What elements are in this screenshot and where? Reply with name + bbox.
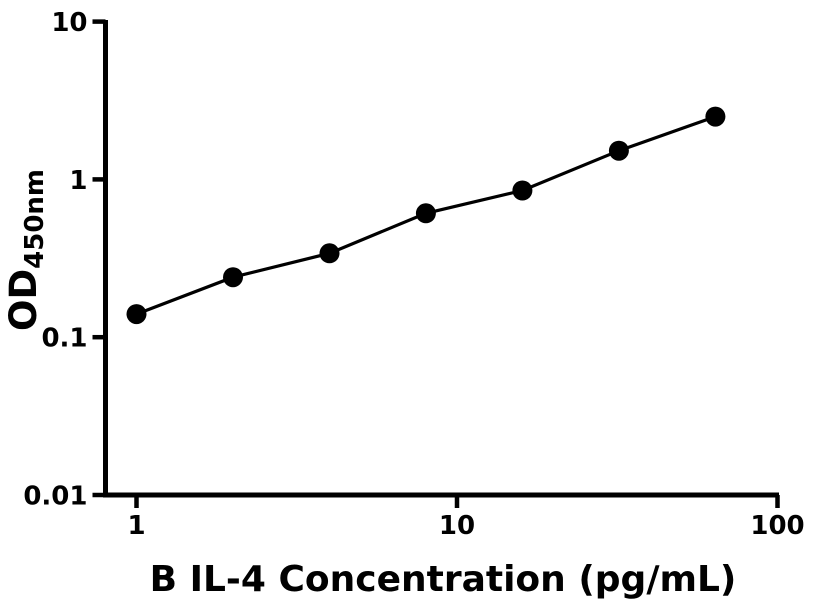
y-tick-label: 0.01 — [23, 482, 87, 512]
y-axis-title-subscript: 450nm — [20, 169, 50, 269]
data-point — [415, 203, 436, 224]
data-point — [126, 304, 147, 325]
x-tick-label: 10 — [439, 511, 475, 541]
axis-spine — [103, 20, 779, 498]
data-point — [223, 267, 243, 288]
ticks-group: 1 10 100 10 1 0.1 0.01 — [23, 8, 804, 541]
data-point — [608, 140, 629, 161]
y-tick-label: 10 — [51, 8, 87, 38]
y-axis-title: OD450nm — [2, 169, 50, 331]
series-group — [126, 106, 726, 325]
data-point — [705, 106, 726, 127]
data-point — [512, 180, 533, 201]
y-tick-label: 0.1 — [41, 324, 87, 354]
y-axis-title-main: OD — [2, 269, 45, 331]
data-point — [319, 243, 340, 264]
axes-group — [103, 20, 779, 498]
x-tick-label: 100 — [750, 511, 804, 541]
x-tick-label: 1 — [127, 511, 145, 541]
x-axis-title: B IL-4 Concentration (pg/mL) — [150, 559, 737, 600]
y-tick-label: 1 — [69, 166, 87, 196]
